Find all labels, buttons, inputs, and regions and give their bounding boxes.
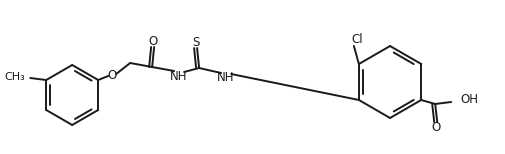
Text: O: O xyxy=(108,69,117,81)
Text: O: O xyxy=(148,34,158,48)
Text: S: S xyxy=(192,36,199,49)
Text: NH: NH xyxy=(217,71,234,85)
Text: OH: OH xyxy=(459,93,477,106)
Text: Cl: Cl xyxy=(350,32,362,46)
Text: O: O xyxy=(431,122,440,134)
Text: NH: NH xyxy=(170,69,187,83)
Text: CH₃: CH₃ xyxy=(5,72,25,82)
